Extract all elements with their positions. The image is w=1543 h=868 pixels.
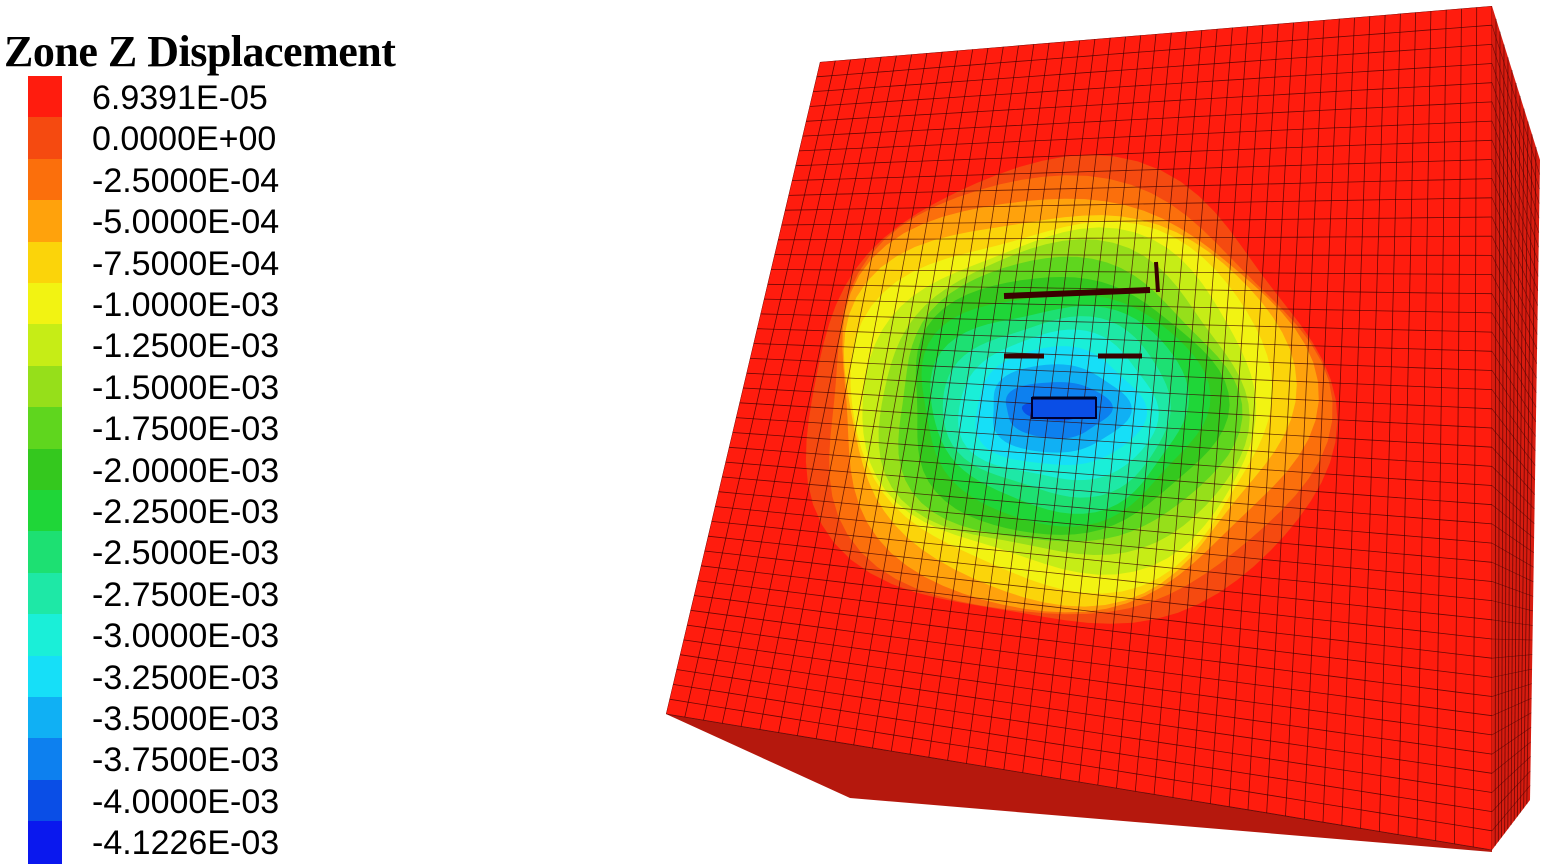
legend-title: Zone Z Displacement [4, 27, 396, 76]
legend-label: -4.1226E-03 [92, 824, 280, 863]
legend-label: -3.7500E-03 [92, 741, 280, 780]
legend-label: -2.0000E-03 [92, 451, 280, 490]
legend-swatch [28, 614, 62, 657]
legend-swatch [28, 572, 62, 616]
legend-label: -3.5000E-03 [92, 700, 280, 738]
legend-label: -4.0000E-03 [92, 782, 280, 821]
legend-swatch [28, 531, 62, 574]
legend-swatch [28, 655, 62, 698]
legend-swatch [28, 117, 62, 160]
legend-label: -1.7500E-03 [92, 410, 280, 449]
legend-label: -2.2500E-03 [92, 493, 280, 531]
model-bottom-face [666, 714, 1492, 852]
legend-label: -1.5000E-03 [92, 368, 280, 407]
legend-swatch [28, 324, 62, 367]
legend-label: -3.0000E-03 [92, 617, 280, 656]
legend-label: -2.5000E-04 [92, 161, 280, 200]
legend-swatch [28, 779, 62, 823]
legend-label: 6.9391E-05 [92, 79, 268, 117]
legend-swatch [28, 448, 62, 491]
legend-label: -1.2500E-03 [92, 327, 280, 366]
side-face-mesh [1491, 18, 1541, 846]
legend-label: -2.7500E-03 [92, 575, 280, 614]
legend-swatch [28, 283, 62, 326]
legend-swatch [28, 365, 62, 409]
legend-swatch [28, 738, 62, 781]
legend-swatch [28, 697, 62, 740]
legend-swatch [28, 407, 62, 450]
legend-label: -5.0000E-04 [92, 203, 280, 242]
legend-label: -7.5000E-04 [92, 244, 280, 283]
color-legend: 6.9391E-05 0.0000E+00 -2.5000E-04 -5.0000E-… [28, 76, 448, 866]
legend-label: -1.0000E-03 [92, 286, 280, 324]
front-face-mesh [666, 6, 1492, 850]
legend-swatch [28, 76, 62, 119]
legend-swatch [28, 241, 62, 284]
excavation-pit [1003, 261, 1160, 419]
legend-swatch [28, 158, 62, 202]
legend-label: 0.0000E+00 [92, 120, 277, 159]
legend-label: -3.2500E-03 [92, 658, 280, 697]
legend-label: -2.5000E-03 [92, 534, 280, 573]
legend-swatch [28, 200, 62, 243]
legend-swatch [28, 490, 62, 533]
legend-swatch [28, 821, 62, 864]
